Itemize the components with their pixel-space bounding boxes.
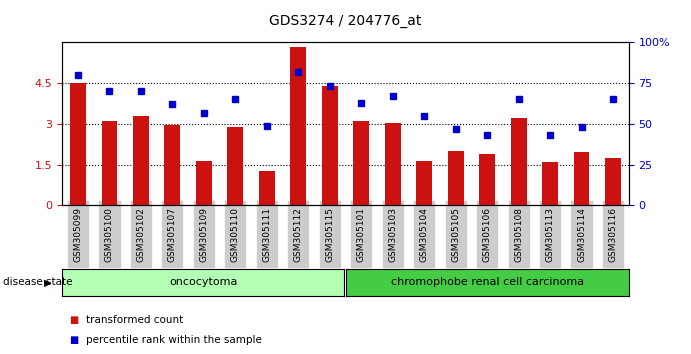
Text: disease state: disease state — [3, 277, 73, 287]
Bar — [164, 125, 180, 205]
Bar — [353, 121, 369, 205]
Bar — [70, 83, 86, 205]
Bar — [511, 119, 527, 205]
Bar — [416, 161, 432, 205]
Bar — [102, 121, 117, 205]
Text: ▶: ▶ — [44, 277, 51, 287]
Bar — [290, 47, 306, 205]
Bar — [196, 161, 211, 205]
Text: transformed count: transformed count — [86, 315, 184, 325]
Text: ■: ■ — [69, 335, 78, 345]
Bar — [605, 158, 621, 205]
Bar — [385, 122, 401, 205]
Bar — [448, 151, 464, 205]
Bar — [133, 116, 149, 205]
Text: chromophobe renal cell carcinoma: chromophobe renal cell carcinoma — [391, 277, 584, 287]
Text: percentile rank within the sample: percentile rank within the sample — [86, 335, 263, 345]
Text: ■: ■ — [69, 315, 78, 325]
Bar — [480, 154, 495, 205]
Text: GDS3274 / 204776_at: GDS3274 / 204776_at — [269, 14, 422, 28]
Bar — [542, 162, 558, 205]
Bar — [259, 171, 274, 205]
Text: oncocytoma: oncocytoma — [169, 277, 237, 287]
Bar — [574, 152, 589, 205]
Bar — [322, 86, 338, 205]
Bar — [227, 127, 243, 205]
